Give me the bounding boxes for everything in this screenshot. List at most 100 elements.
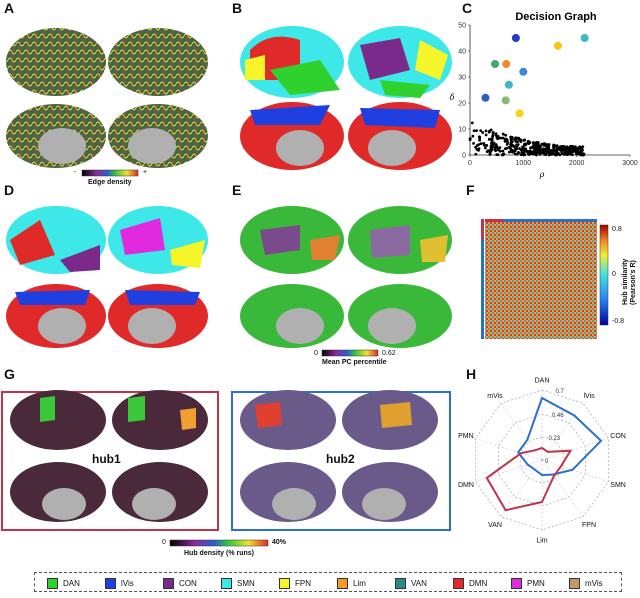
legend-item-dan: DAN [47,578,80,589]
radar-axis-label: VAN [488,522,502,529]
legend-swatch [47,578,58,589]
scatter-xlabel: ρ [539,170,545,179]
hub1-label: hub1 [92,452,121,466]
scatter-highlight-point [504,80,513,89]
scatter-background-point [510,148,513,152]
panel-d-brains [6,206,208,348]
scatter-background-point [495,153,499,157]
scatter-x-tick-label: 1000 [516,160,532,167]
legend-swatch [511,578,522,589]
panel-f-zero-label: 0 [612,271,616,278]
scatter-background-point [472,129,476,133]
scatter-background-point [558,147,562,150]
legend-item-lim: Lim [337,578,366,589]
decision-graph-scatter: 0 1000 2000 3000 0 10 20 30 40 50 Decision Graph ρ δ [450,11,638,179]
scatter-background-point [523,153,527,157]
scatter-y-tick-label: 30 [458,75,466,82]
radar-axis-label: DMN [458,482,474,489]
panel-e-colorbar [321,349,379,357]
scatter-background-point [509,143,513,147]
scatter-background-point [532,141,535,144]
scatter-background-point [489,137,493,141]
scatter-background-point [515,145,518,148]
scatter-y-tick-label: 10 [458,127,466,134]
legend-item-van: VAN [395,578,427,589]
scatter-highlight-point [501,96,510,105]
radar-ring-label: 0.23 [548,436,560,442]
scatter-background-point [510,140,514,143]
legend-label: CON [179,579,197,588]
panel-a-min-label: - [74,169,77,176]
brain-a-medial-left-gray [38,128,86,164]
scatter-background-point [550,152,554,155]
scatter-background-point [503,140,507,143]
legend-label: VAN [411,579,427,588]
scatter-background-point [533,146,537,150]
scatter-background-point [531,144,535,147]
legend-swatch [453,578,464,589]
hub-similarity-matrix [485,219,597,339]
scatter-background-point [524,147,528,151]
panel-e-min-label: 0 [314,350,318,357]
brain-a-medial-right-gray [128,128,176,164]
scatter-background-point [561,148,564,152]
legend-item-con: CON [163,578,197,589]
hub2-label: hub2 [326,452,355,466]
legend-swatch [569,578,580,589]
brain-a-lateral-left [6,28,106,96]
scatter-x-tick-label: 2000 [569,160,585,167]
scatter-background-point [490,148,494,152]
scatter-background-point [510,136,514,140]
scatter-highlight-point [481,93,490,102]
radar-series-line [485,446,573,512]
radar-ring-label: 0.46 [552,413,564,419]
panel-g-colorbar-label: Hub density (% runs) [184,550,255,557]
panel-a-max-label: + [143,169,148,176]
scatter-background-point [517,136,521,140]
legend-swatch [163,578,174,589]
scatter-background-point [501,136,505,140]
legend-swatch [105,578,116,589]
scatter-background-point [468,138,472,142]
scatter-background-point [487,130,491,134]
panel-letter-c: C [462,0,473,16]
scatter-background-point [491,134,495,138]
legend-item-fpn: FPN [279,578,311,589]
scatter-background-point [477,147,481,151]
scatter-background-point [494,133,498,137]
scatter-background-point [560,144,564,148]
panel-a-brains [6,28,208,168]
scatter-background-point [514,136,518,140]
radar-axis-label: FPN [582,522,596,529]
panel-g-hubs [1,390,451,531]
legend-item-pmn: PMN [511,578,545,589]
scatter-background-point [525,149,529,153]
scatter-x-tick-label: 3000 [622,160,638,167]
scatter-background-point [474,145,478,149]
scatter-background-point [479,142,483,146]
scatter-background-point [484,129,488,133]
scatter-background-point [477,135,481,139]
radar-spoke [500,403,543,461]
scatter-background-point [482,143,486,147]
panel-f-colorbar-label-1: Hub similarity [622,258,629,305]
scatter-background-point [564,147,567,151]
panel-g-max-label: 40% [272,539,287,546]
scatter-background-point [505,146,509,150]
radar-ring-label: 0.7 [556,389,565,395]
scatter-background-point [514,140,518,143]
network-radar-chart: 0 0.23 0.46 0.7 DAN lVis CON SMN FPN Lim VAN DMN PMN… [458,378,626,545]
panel-letter-f: F [466,182,475,198]
scatter-title: Decision Graph [515,11,597,23]
scatter-background-point [497,136,501,140]
scatter-background-point [560,152,564,155]
scatter-background-point [491,130,495,134]
scatter-background-point [567,146,571,150]
legend-label: mVis [585,579,603,588]
legend-swatch [337,578,348,589]
legend-label: lVis [121,579,134,588]
scatter-background-point [471,134,475,138]
scatter-y-tick-label: 20 [458,101,466,108]
scatter-background-point [503,138,507,141]
